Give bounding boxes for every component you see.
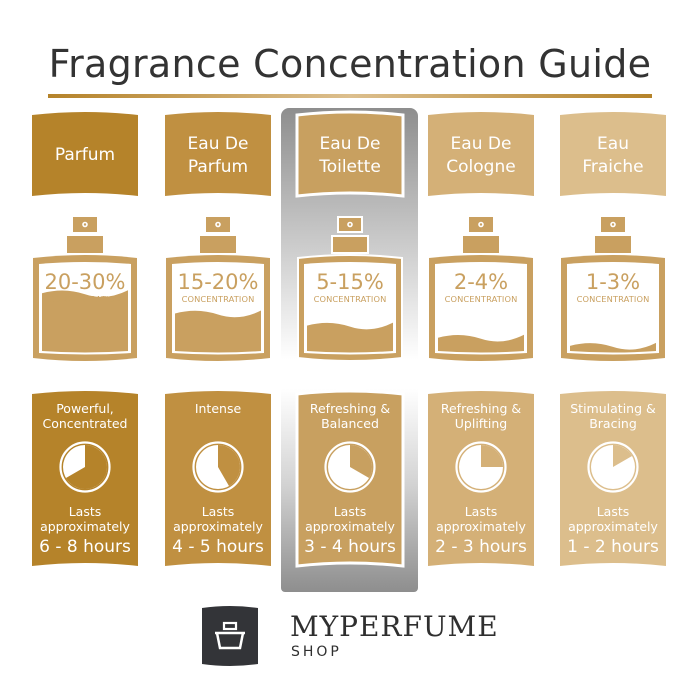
type-name-line: Eau De bbox=[319, 133, 381, 154]
column-graphics bbox=[428, 112, 534, 566]
liquid-level bbox=[175, 310, 261, 353]
concentration-percent: 5-15% bbox=[316, 270, 384, 294]
lasts-label: Lasts bbox=[201, 504, 235, 519]
liquid-level bbox=[307, 322, 393, 353]
type-name: Parfum bbox=[32, 113, 138, 198]
character-line: Uplifting bbox=[454, 416, 508, 431]
brand-logo-icon bbox=[202, 606, 258, 666]
fragrance-column: Eau De Toilette 5-15% CONCENTRATION Refre… bbox=[295, 0, 405, 600]
clock-icon bbox=[59, 441, 111, 493]
character-line: Balanced bbox=[321, 416, 379, 431]
character-description: Refreshing & Uplifting bbox=[428, 401, 534, 431]
longevity: Lasts approximately 2 - 3 hours bbox=[428, 504, 534, 558]
approximately-label: approximately bbox=[173, 518, 263, 534]
column-graphics bbox=[32, 112, 138, 566]
character-line: Bracing bbox=[589, 416, 637, 431]
brand-name: MYPERFUME bbox=[290, 610, 499, 643]
clock-icon bbox=[455, 441, 507, 493]
type-name-line: Parfum bbox=[54, 145, 116, 165]
character-line: Concentrated bbox=[42, 416, 128, 431]
concentration-percent: 2-4% bbox=[453, 270, 509, 294]
type-name-line: Fraiche bbox=[582, 156, 644, 177]
clock-icon bbox=[587, 441, 639, 493]
type-header-shape bbox=[32, 112, 138, 196]
bottle-icon bbox=[166, 217, 270, 361]
type-header-shape bbox=[428, 112, 534, 196]
type-name: Eau De Parfum bbox=[165, 113, 271, 198]
approximately-label: approximately bbox=[305, 518, 395, 534]
hours-value: 2 - 3 hours bbox=[435, 537, 527, 557]
type-name-line: Cologne bbox=[446, 156, 516, 177]
character-description: Refreshing & Balanced bbox=[297, 401, 403, 431]
bottle-icon bbox=[429, 217, 533, 361]
concentration-percent: 20-30% bbox=[44, 270, 126, 294]
column-graphics bbox=[295, 110, 405, 568]
character-line: Powerful, bbox=[56, 401, 114, 416]
character-line: Stimulating & bbox=[570, 401, 656, 416]
longevity: Lasts approximately 1 - 2 hours bbox=[560, 504, 666, 558]
character-line: Intense bbox=[194, 401, 242, 416]
longevity: Lasts approximately 3 - 4 hours bbox=[297, 504, 403, 558]
concentration-percent: 1-3% bbox=[585, 270, 641, 294]
type-name-line: Toilette bbox=[319, 156, 381, 177]
concentration-label: CONCENTRATION bbox=[48, 294, 122, 304]
hours-value: 1 - 2 hours bbox=[567, 537, 659, 557]
concentration-label: CONCENTRATION bbox=[576, 294, 650, 304]
concentration: 1-3% CONCENTRATION bbox=[560, 270, 666, 304]
approximately-label: approximately bbox=[40, 518, 130, 534]
character-line: Refreshing & bbox=[440, 401, 522, 416]
longevity: Lasts approximately 6 - 8 hours bbox=[32, 504, 138, 558]
fragrance-column: Eau Fraiche 1-3% CONCENTRATION Stimulatin… bbox=[560, 0, 666, 600]
fragrance-column: Eau De Cologne 2-4% CONCENTRATION Refresh… bbox=[428, 0, 534, 600]
character-description: Powerful, Concentrated bbox=[32, 401, 138, 431]
liquid-level bbox=[42, 290, 128, 353]
character-description: Stimulating & Bracing bbox=[560, 401, 666, 431]
concentration-label: CONCENTRATION bbox=[313, 294, 387, 304]
lasts-label: Lasts bbox=[464, 504, 498, 519]
brand-sub: SHOP bbox=[291, 644, 342, 660]
type-header-shape bbox=[295, 110, 405, 198]
fragrance-column: Parfum 20-30% CONCENTRATION Powerful, Con… bbox=[32, 0, 138, 600]
fragrance-column: Eau De Parfum 15-20% CONCENTRATION Intens… bbox=[165, 0, 271, 600]
type-name-line: Eau De bbox=[450, 133, 512, 154]
concentration: 15-20% CONCENTRATION bbox=[165, 270, 271, 304]
concentration-percent: 15-20% bbox=[177, 270, 259, 294]
type-name-line: Parfum bbox=[187, 156, 249, 177]
bottle-icon bbox=[561, 217, 665, 361]
character-line: Refreshing & bbox=[309, 401, 391, 416]
liquid-level bbox=[438, 334, 524, 353]
hours-value: 4 - 5 hours bbox=[172, 537, 264, 557]
concentration: 5-15% CONCENTRATION bbox=[297, 270, 403, 304]
concentration: 2-4% CONCENTRATION bbox=[428, 270, 534, 304]
clock-icon bbox=[192, 441, 244, 493]
liquid-level bbox=[570, 342, 656, 353]
approximately-label: approximately bbox=[436, 518, 526, 534]
type-name: Eau De Cologne bbox=[428, 113, 534, 198]
hours-value: 3 - 4 hours bbox=[304, 537, 396, 557]
concentration-label: CONCENTRATION bbox=[444, 294, 518, 304]
type-name: Eau De Toilette bbox=[297, 113, 403, 198]
concentration-label: CONCENTRATION bbox=[181, 294, 255, 304]
approximately-label: approximately bbox=[568, 518, 658, 534]
bottle-icon bbox=[33, 217, 137, 361]
bottle-icon bbox=[297, 216, 403, 362]
type-header-shape bbox=[165, 112, 271, 196]
page-title: Fragrance Concentration Guide bbox=[48, 42, 652, 86]
type-name-line: Eau De bbox=[187, 133, 249, 154]
character-description: Intense bbox=[165, 401, 271, 416]
type-name: Eau Fraiche bbox=[560, 113, 666, 198]
title-underline bbox=[48, 94, 652, 98]
type-name-line: Eau bbox=[597, 133, 629, 154]
lasts-label: Lasts bbox=[68, 504, 102, 519]
lasts-label: Lasts bbox=[596, 504, 630, 519]
column-graphics bbox=[560, 112, 666, 566]
lasts-label: Lasts bbox=[333, 504, 367, 519]
hours-value: 6 - 8 hours bbox=[39, 537, 131, 557]
clock-icon bbox=[324, 441, 376, 493]
type-header-shape bbox=[560, 112, 666, 196]
longevity: Lasts approximately 4 - 5 hours bbox=[165, 504, 271, 558]
column-graphics bbox=[165, 112, 271, 566]
concentration: 20-30% CONCENTRATION bbox=[32, 270, 138, 304]
